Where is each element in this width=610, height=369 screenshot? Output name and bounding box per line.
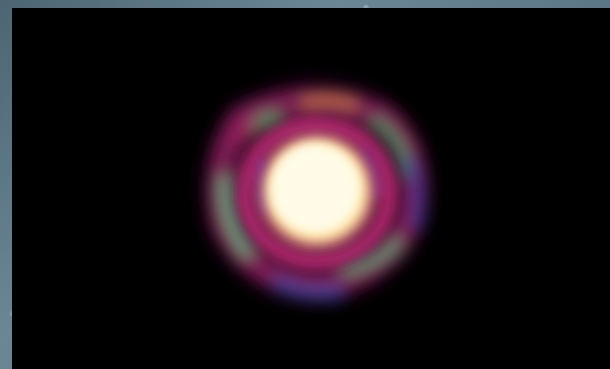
star-with-rings-icon [197, 73, 433, 309]
star-photo [12, 8, 610, 369]
star-core [255, 129, 379, 253]
outer-ring [207, 88, 427, 300]
